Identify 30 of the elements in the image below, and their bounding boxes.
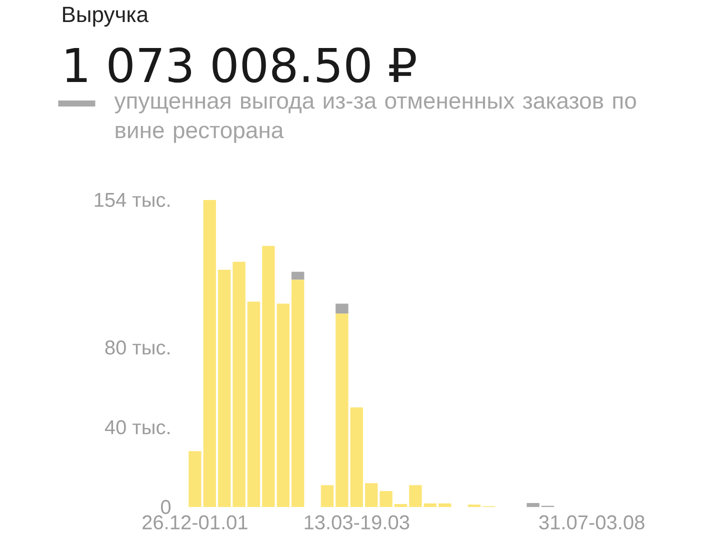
bar bbox=[203, 200, 216, 507]
bar bbox=[262, 246, 275, 507]
bar bbox=[380, 491, 392, 507]
bar bbox=[424, 503, 437, 507]
x-tick-label: 13.03-19.03 bbox=[304, 515, 410, 530]
y-tick-label: 80 тыс. bbox=[105, 340, 170, 355]
bar bbox=[336, 314, 348, 507]
bar bbox=[291, 272, 304, 280]
bar bbox=[350, 407, 364, 507]
bar bbox=[276, 304, 290, 507]
bar bbox=[336, 304, 348, 314]
bar bbox=[409, 485, 422, 507]
bar bbox=[188, 451, 202, 507]
x-tick-label: 31.07-03.08 bbox=[539, 515, 644, 530]
legend-label: упущенная выгода из-за отмененных заказов по вине ресторана bbox=[114, 96, 636, 143]
y-tick-label: 40 тыс. bbox=[104, 420, 170, 434]
chart-title: Выручка bbox=[63, 6, 149, 27]
bar bbox=[526, 503, 540, 507]
chart-subtitle: 1 073 008.50 ₽ bbox=[66, 47, 416, 83]
bar bbox=[232, 262, 246, 507]
bar bbox=[320, 485, 334, 507]
y-tick-label: 0 bbox=[160, 500, 171, 514]
x-tick-label: 26.12-01.01 bbox=[142, 515, 248, 530]
bar bbox=[394, 504, 408, 507]
bar bbox=[247, 302, 260, 507]
bar bbox=[438, 503, 452, 507]
bar bbox=[218, 270, 231, 507]
bar bbox=[291, 280, 304, 507]
bar bbox=[364, 483, 378, 507]
y-tick-label: 154 тыс. bbox=[94, 193, 170, 207]
